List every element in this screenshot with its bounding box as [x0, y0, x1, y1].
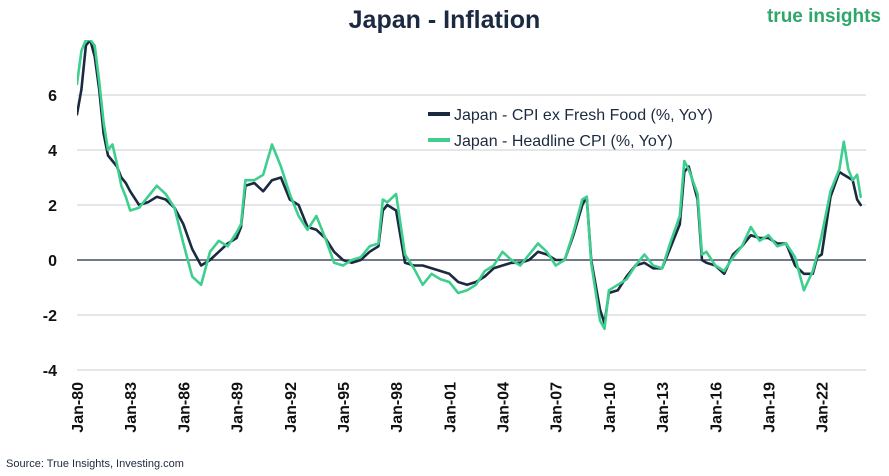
x-tick-label: Jan-92	[283, 382, 300, 433]
chart-title: Japan - Inflation	[348, 6, 541, 34]
series-lines	[77, 40, 863, 331]
x-tick-label: Jan-10	[602, 382, 619, 433]
y-tick-label: -2	[43, 308, 57, 325]
series-line-cpi-ex-fresh-food	[77, 40, 863, 325]
legend: Japan - CPI ex Fresh Food (%, YoY) Japan…	[428, 107, 713, 150]
x-tick-label: Jan-01	[442, 382, 459, 433]
series-line-headline-cpi	[77, 40, 863, 331]
x-axis: Jan-80 Jan-83 Jan-86 Jan-89 Jan-92 Jan-95 Jan-…	[70, 382, 832, 433]
y-tick-label: 4	[48, 143, 57, 160]
x-tick-label: Jan-13	[655, 382, 672, 433]
y-tick-label: 0	[48, 253, 57, 270]
x-tick-label: Jan-80	[70, 382, 87, 433]
x-tick-label: Jan-04	[496, 382, 513, 433]
x-tick-label: Jan-19	[761, 382, 778, 433]
legend-label-headline-cpi: Japan - Headline CPI (%, YoY)	[454, 133, 673, 150]
x-tick-label: Jan-16	[708, 382, 725, 433]
y-tick-label: 2	[48, 198, 57, 215]
y-axis: -4 -2 0 2 4 6	[43, 88, 57, 380]
x-tick-label: Jan-98	[389, 382, 406, 433]
x-tick-label: Jan-22	[815, 382, 832, 433]
brand-logo: true insights	[766, 6, 881, 27]
y-tick-label: -4	[43, 363, 57, 380]
source-note: Source: True Insights, Investing.com	[6, 458, 184, 470]
y-tick-label: 6	[48, 88, 57, 105]
x-tick-label: Jan-86	[176, 382, 193, 433]
x-tick-label: Jan-89	[230, 382, 247, 433]
x-tick-label: Jan-95	[336, 382, 353, 433]
x-tick-label: Jan-83	[123, 382, 140, 433]
legend-label-cpi-ex-fresh-food: Japan - CPI ex Fresh Food (%, YoY)	[454, 107, 713, 124]
x-tick-label: Jan-07	[549, 382, 566, 433]
